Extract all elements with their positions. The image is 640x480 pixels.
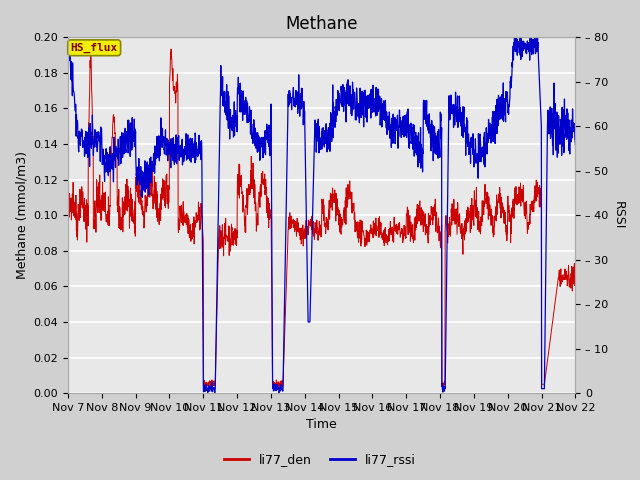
- li77_den: [298, 232, 306, 238]
- li77_rssi: [64, 38, 72, 44]
- Text: HS_flux: HS_flux: [70, 43, 118, 53]
- li77_den: [167, 46, 175, 52]
- li77_rssi: [557, 121, 564, 127]
- li77_den: [557, 266, 564, 272]
- Title: Methane: Methane: [285, 15, 358, 33]
- Y-axis label: RSSI: RSSI: [612, 201, 625, 229]
- li77_rssi: [511, 35, 518, 40]
- Line: li77_den: li77_den: [68, 49, 575, 387]
- li77_rssi: [311, 117, 319, 123]
- li77_den: [207, 384, 214, 390]
- li77_den: [64, 216, 72, 222]
- li77_rssi: [557, 137, 565, 143]
- li77_rssi: [298, 85, 305, 91]
- li77_den: [90, 218, 98, 224]
- Line: li77_rssi: li77_rssi: [68, 37, 575, 393]
- Legend: li77_den, li77_rssi: li77_den, li77_rssi: [219, 448, 421, 471]
- li77_rssi: [572, 142, 579, 148]
- X-axis label: Time: Time: [307, 419, 337, 432]
- li77_den: [572, 269, 579, 275]
- li77_rssi: [211, 390, 219, 396]
- li77_den: [557, 281, 565, 287]
- li77_den: [312, 220, 319, 226]
- li77_rssi: [464, 144, 472, 149]
- Y-axis label: Methane (mmol/m3): Methane (mmol/m3): [15, 151, 28, 279]
- li77_rssi: [90, 140, 98, 146]
- li77_den: [464, 219, 472, 225]
